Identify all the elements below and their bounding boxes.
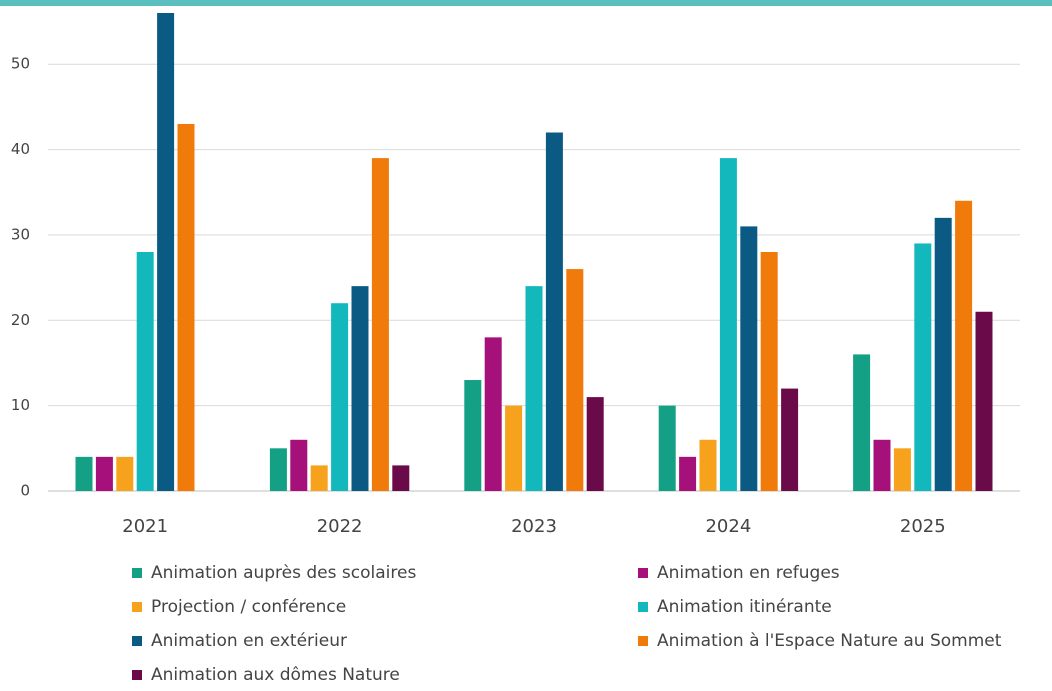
x-tick-label: 2021 (122, 516, 168, 537)
bar (525, 286, 543, 491)
bar (781, 388, 799, 491)
bar (719, 158, 737, 491)
bar (464, 380, 482, 491)
bar (873, 439, 891, 491)
y-tick-label: 50 (11, 55, 30, 73)
legend-swatch (638, 568, 648, 578)
bar (914, 243, 932, 491)
legend-swatch (132, 568, 142, 578)
x-tick-label: 2025 (900, 516, 946, 537)
bar (290, 439, 308, 491)
x-tick-label: 2024 (705, 516, 751, 537)
y-tick-label: 10 (11, 396, 30, 414)
bar (75, 456, 93, 491)
bar (371, 158, 389, 491)
bar (136, 252, 154, 491)
y-tick-label: 30 (11, 225, 30, 243)
bar (157, 13, 175, 491)
y-tick-label: 0 (20, 482, 30, 500)
legend-label: Animation en refuges (657, 563, 840, 583)
x-tick-label: 2023 (511, 516, 557, 537)
y-tick-label: 20 (11, 311, 30, 329)
bar (545, 132, 563, 491)
bar (484, 337, 502, 491)
bar (331, 303, 349, 491)
bar (934, 217, 952, 491)
bar (955, 200, 973, 492)
legend-label: Animation à l'Espace Nature au Sommet (657, 631, 1002, 651)
legend-label: Animation auprès des scolaires (151, 563, 416, 583)
x-tick-label: 2022 (317, 516, 363, 537)
bar (177, 123, 195, 491)
bar (760, 252, 778, 491)
bar (310, 465, 328, 491)
legend-swatch (132, 602, 142, 612)
legend-swatch (638, 636, 648, 646)
legend-swatch (132, 636, 142, 646)
bar (116, 456, 134, 491)
legend-label: Animation aux dômes Nature (151, 665, 400, 685)
legend-label: Projection / conférence (151, 597, 346, 617)
bar (699, 439, 717, 491)
bar (679, 456, 697, 491)
legend-label: Animation itinérante (657, 597, 832, 617)
bar (95, 456, 113, 491)
y-tick-label: 40 (11, 140, 30, 158)
bar (853, 354, 871, 491)
top-band (0, 0, 1052, 6)
bar (392, 465, 410, 491)
bar (566, 269, 584, 491)
legend-swatch (638, 602, 648, 612)
legend-swatch (132, 670, 142, 680)
bar (658, 405, 676, 491)
bar (740, 226, 758, 491)
bar (893, 448, 911, 491)
bar (586, 397, 604, 491)
bar (269, 448, 287, 491)
bar (505, 405, 523, 491)
bar (351, 286, 369, 491)
legend-label: Animation en extérieur (151, 631, 347, 651)
bar (975, 311, 993, 491)
